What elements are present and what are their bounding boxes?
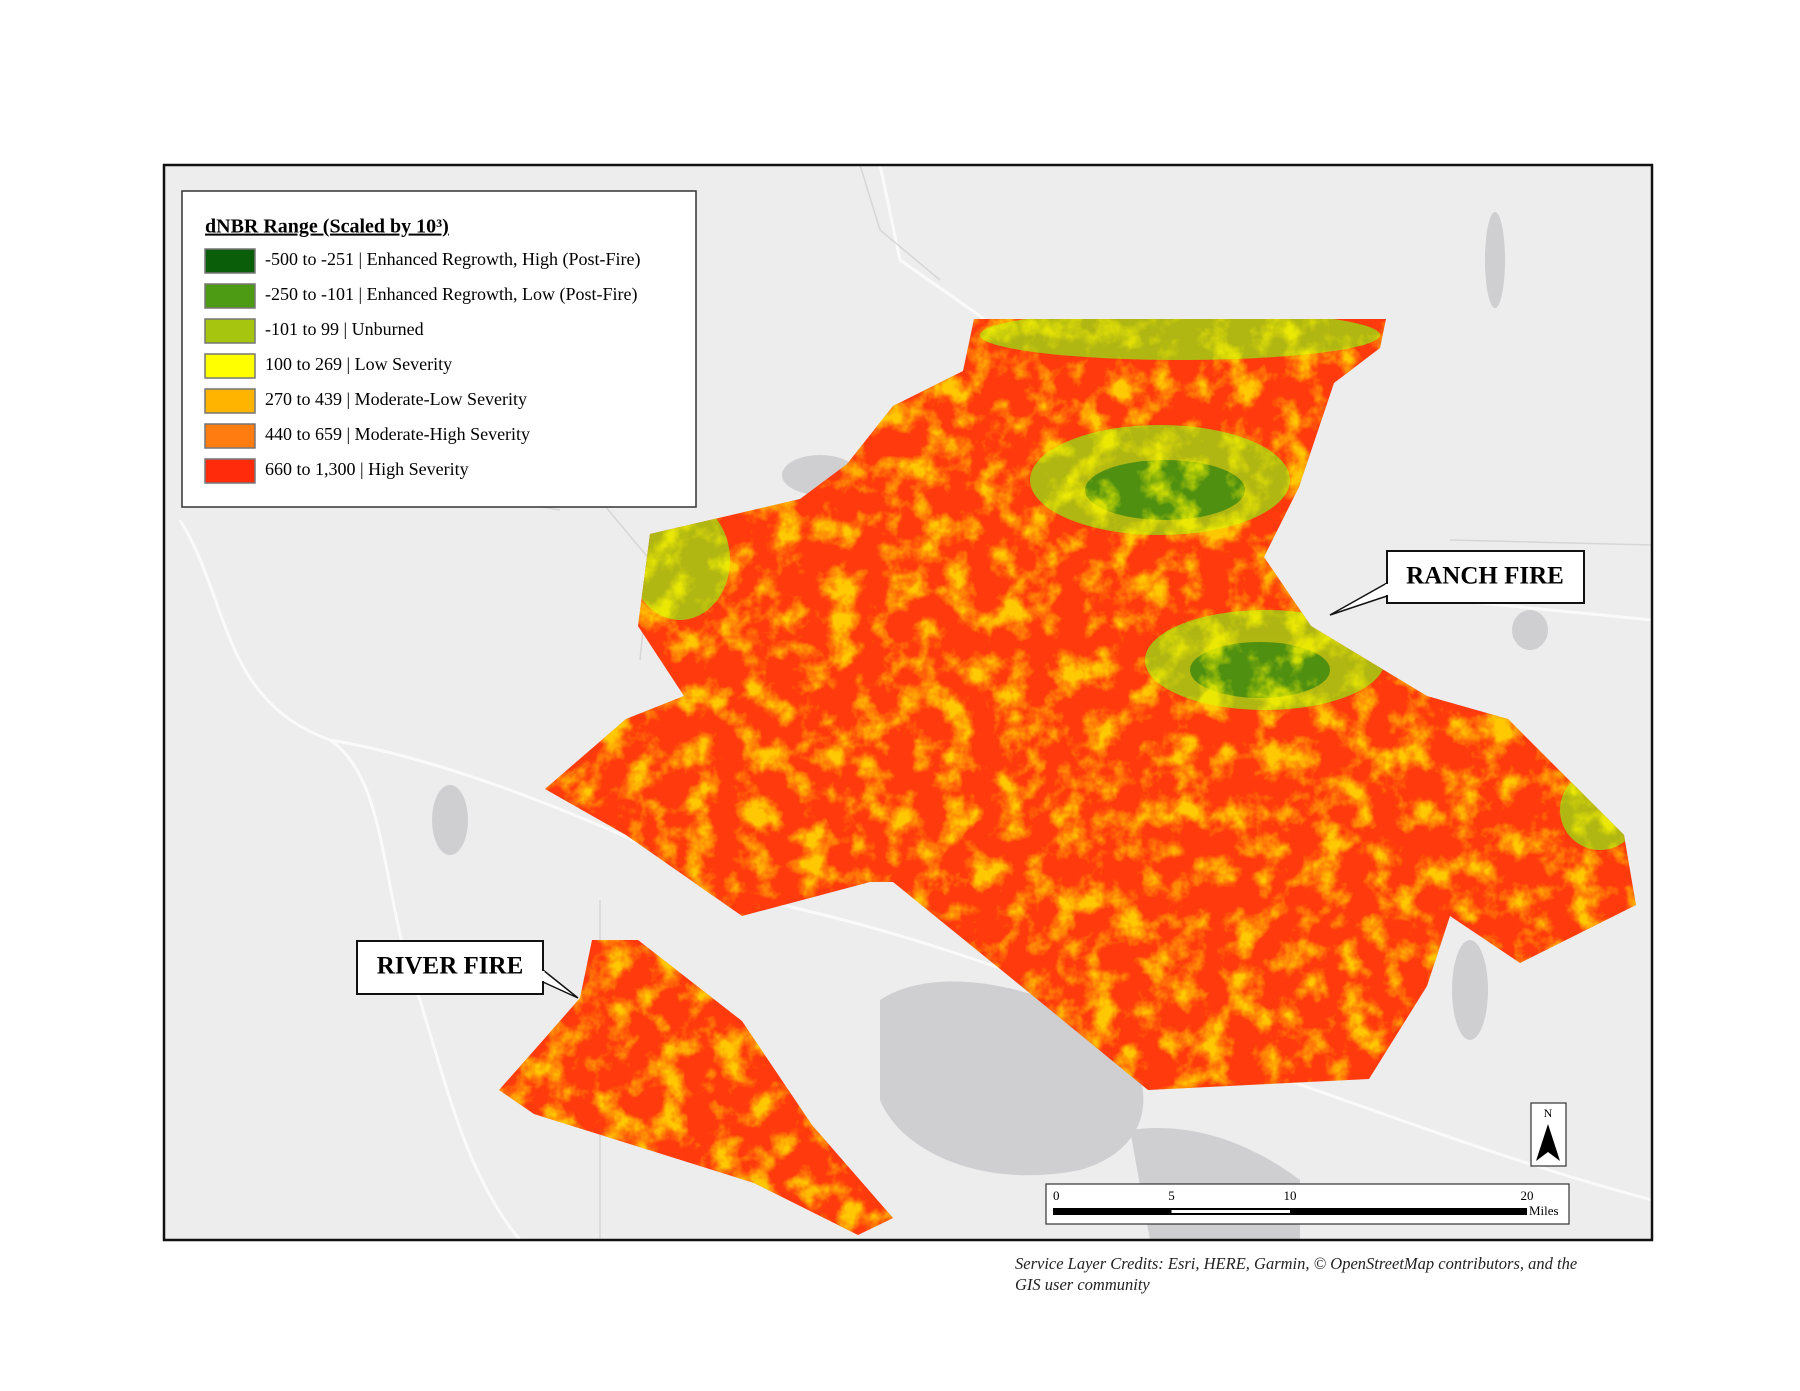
legend-box	[181, 190, 697, 508]
scale-tick-label: 5	[1168, 1188, 1175, 1203]
legend-label: -101 to 99 | Unburned	[265, 319, 424, 339]
credits: Service Layer Credits: Esri, HERE, Garmi…	[1015, 1254, 1577, 1294]
legend: dNBR Range (Scaled by 10³) -500 to -251 …	[181, 190, 697, 508]
legend-swatch	[204, 283, 256, 309]
legend-label: 660 to 1,300 | High Severity	[265, 459, 469, 479]
map-frame	[162, 163, 1654, 1242]
legend-label: -250 to -101 | Enhanced Regrowth, Low (P…	[265, 284, 638, 305]
legend-swatch	[204, 248, 256, 274]
north-arrow: N	[1530, 1102, 1567, 1167]
legend-swatch	[204, 423, 256, 449]
north-label: N	[1544, 1106, 1553, 1120]
fire-label: RIVER FIRE	[377, 953, 524, 980]
fire-label: RANCH FIRE	[1406, 563, 1564, 590]
legend-swatch	[204, 318, 256, 344]
legend-label: 270 to 439 | Moderate-Low Severity	[265, 389, 527, 409]
scale-tick-label: 20	[1521, 1188, 1534, 1203]
credit-line: Service Layer Credits: Esri, HERE, Garmi…	[1015, 1254, 1577, 1273]
scale-tick-label: 0	[1053, 1188, 1060, 1203]
scale-bar-segment	[1171, 1210, 1290, 1213]
legend-swatch	[204, 353, 256, 379]
legend-label: -500 to -251 | Enhanced Regrowth, High (…	[265, 249, 641, 270]
legend-label: 100 to 269 | Low Severity	[265, 354, 452, 374]
scale-unit: Miles	[1529, 1203, 1559, 1218]
legend-title: dNBR Range (Scaled by 10³)	[205, 216, 449, 238]
ranch-callout: RANCH FIRE	[1329, 550, 1585, 616]
scale-tick-label: 10	[1284, 1188, 1297, 1203]
legend-swatch	[204, 388, 256, 414]
credit-line: GIS user community	[1015, 1275, 1150, 1294]
legend-swatch	[204, 458, 256, 484]
legend-label: 440 to 659 | Moderate-High Severity	[265, 424, 530, 444]
river-callout: RIVER FIRE	[356, 940, 579, 999]
